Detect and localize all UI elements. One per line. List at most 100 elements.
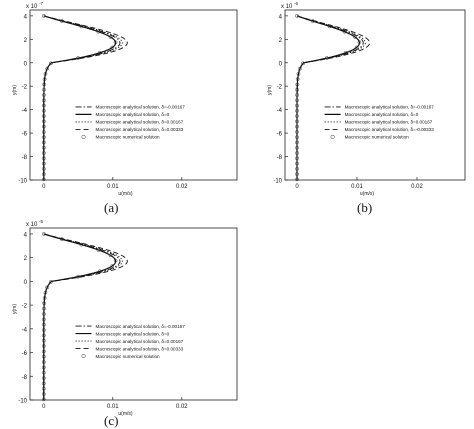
y-tick-label: -4: [22, 327, 28, 333]
x-tick-label: 0: [42, 404, 46, 410]
legend-swatch-numerical: [81, 134, 86, 139]
series-point-numerical: [41, 172, 46, 176]
series-point-numerical: [41, 386, 46, 391]
series-point-numerical: [41, 167, 46, 171]
x-tick-label: 0.01: [107, 404, 119, 410]
series-point-numerical: [41, 328, 46, 332]
legend-label: Macroscopic analytical solution, δ=-0.00…: [96, 105, 186, 110]
series-point-numerical: [295, 135, 299, 140]
series-point-numerical: [295, 77, 300, 82]
legend-label: Macroscopic numerical solution: [345, 135, 410, 140]
series-point-numerical: [295, 130, 299, 134]
series-point-numerical: [295, 82, 300, 87]
panel-caption-c: (c): [104, 413, 119, 428]
series-line-dashdot: [43, 15, 121, 180]
series-point-numerical: [41, 108, 46, 113]
y-tick-label: 2: [279, 38, 283, 44]
x-tick-label: 0.02: [176, 184, 188, 190]
series-point-numerical: [42, 82, 47, 87]
series-point-numerical: [41, 333, 46, 338]
series-point-numerical: [108, 35, 113, 39]
series-point-numerical: [296, 72, 301, 76]
y-tick-label: 4: [24, 14, 28, 20]
series-point-numerical: [41, 317, 46, 322]
y-axis-label: y(m): [12, 304, 18, 314]
series-line-dashdot: [43, 233, 121, 400]
series-point-numerical: [60, 237, 64, 242]
series-line-dashdot: [296, 15, 364, 180]
series-point-numerical: [295, 14, 299, 18]
series-point-numerical: [295, 177, 299, 182]
series-point-numerical: [41, 145, 46, 150]
series-point-numerical: [343, 50, 348, 55]
series-point-numerical: [42, 93, 46, 97]
series-point-numerical: [327, 24, 332, 29]
series-point-numerical: [41, 370, 46, 375]
series-point-numerical: [295, 161, 299, 166]
y-tick-label: 0: [279, 61, 283, 67]
series-line-dashed: [43, 233, 128, 400]
axis-exponent-label: x 10 -6: [281, 1, 299, 10]
x-tick-label: 0.02: [411, 184, 423, 190]
legend-label: Macroscopic analytical solution, δ=0: [96, 331, 170, 336]
series-point-numerical: [42, 312, 46, 316]
y-tick-label: -4: [22, 108, 28, 114]
legend-label: Macroscopic analytical solution, δ=0.001…: [345, 120, 433, 125]
legend-label: Macroscopic analytical solution, δ=0: [96, 112, 170, 117]
series-point-numerical: [41, 392, 46, 396]
plot-frame: [284, 9, 466, 181]
series-point-numerical: [295, 114, 299, 118]
series-point-numerical: [42, 301, 47, 306]
series-point-numerical: [295, 156, 299, 161]
legend-label: Macroscopic analytical solution, δ=-0.00…: [345, 105, 435, 110]
y-tick-label: -6: [22, 132, 28, 138]
chart-panel-a: 4 2 0 -2 -4 -6 -8 -10 0 0.01 0.02 u(m/s) y(m) x 10 -7…: [12, 1, 238, 197]
series-point-numerical: [41, 381, 46, 386]
y-tick-label: -2: [22, 304, 28, 310]
x-tick-label: 0.01: [351, 184, 363, 190]
legend-label: Macroscopic analytical solution, δ=0.001…: [96, 339, 184, 344]
series-point-numerical: [110, 264, 115, 268]
series-point-numerical: [353, 35, 357, 39]
series-point-numerical: [48, 280, 53, 284]
series-line-solid: [43, 15, 117, 180]
series-line-dashed: [296, 15, 371, 180]
panel-caption-a: (a): [104, 200, 119, 215]
series-point-numerical: [41, 119, 46, 124]
series-point-numerical: [354, 45, 359, 50]
y-tick-label: -6: [22, 351, 28, 357]
series-point-numerical: [295, 108, 299, 113]
y-tick-label: 2: [24, 256, 28, 262]
series-line-dotted: [43, 15, 123, 180]
series-point-numerical: [60, 19, 64, 23]
y-tick-label: -10: [18, 179, 27, 185]
series-point-numerical: [41, 232, 46, 236]
series-point-numerical: [295, 98, 299, 103]
series-point-numerical: [48, 61, 53, 66]
legend-label: Macroscopic analytical solution, δ=0.003…: [96, 127, 184, 132]
series-point-numerical: [295, 145, 299, 150]
series-point-numerical: [41, 376, 46, 380]
plot-frame: [29, 227, 238, 401]
y-tick-label: -6: [277, 132, 283, 138]
series-line-solid: [296, 15, 361, 180]
y-tick-label: 4: [279, 14, 283, 20]
series-point-numerical: [41, 338, 46, 343]
y-axis-label: y(m): [267, 85, 273, 95]
series-point-numerical: [97, 50, 102, 55]
series-point-numerical: [295, 124, 299, 129]
chart-panel-c: 4 2 0 -2 -4 -6 -8 -10 0 0.01 0.02 u(m/s) y(m) x 10 -5…: [12, 219, 238, 417]
series-point-numerical: [42, 296, 47, 300]
series-point-numerical: [41, 114, 46, 118]
series-point-numerical: [298, 66, 302, 71]
series-point-numerical: [79, 24, 84, 29]
y-tick-label: 4: [24, 232, 28, 238]
y-tick-label: -2: [22, 85, 28, 91]
legend-label: Macroscopic analytical solution, δ=0.003…: [96, 346, 184, 351]
x-axis-label: u(m/s): [118, 411, 133, 417]
series-point-numerical: [110, 45, 115, 50]
series-point-numerical: [113, 258, 118, 263]
series-point-numerical: [41, 365, 46, 370]
series-point-numerical: [76, 274, 80, 279]
legend-label: Macroscopic analytical solution, δ=0.001…: [96, 120, 184, 125]
